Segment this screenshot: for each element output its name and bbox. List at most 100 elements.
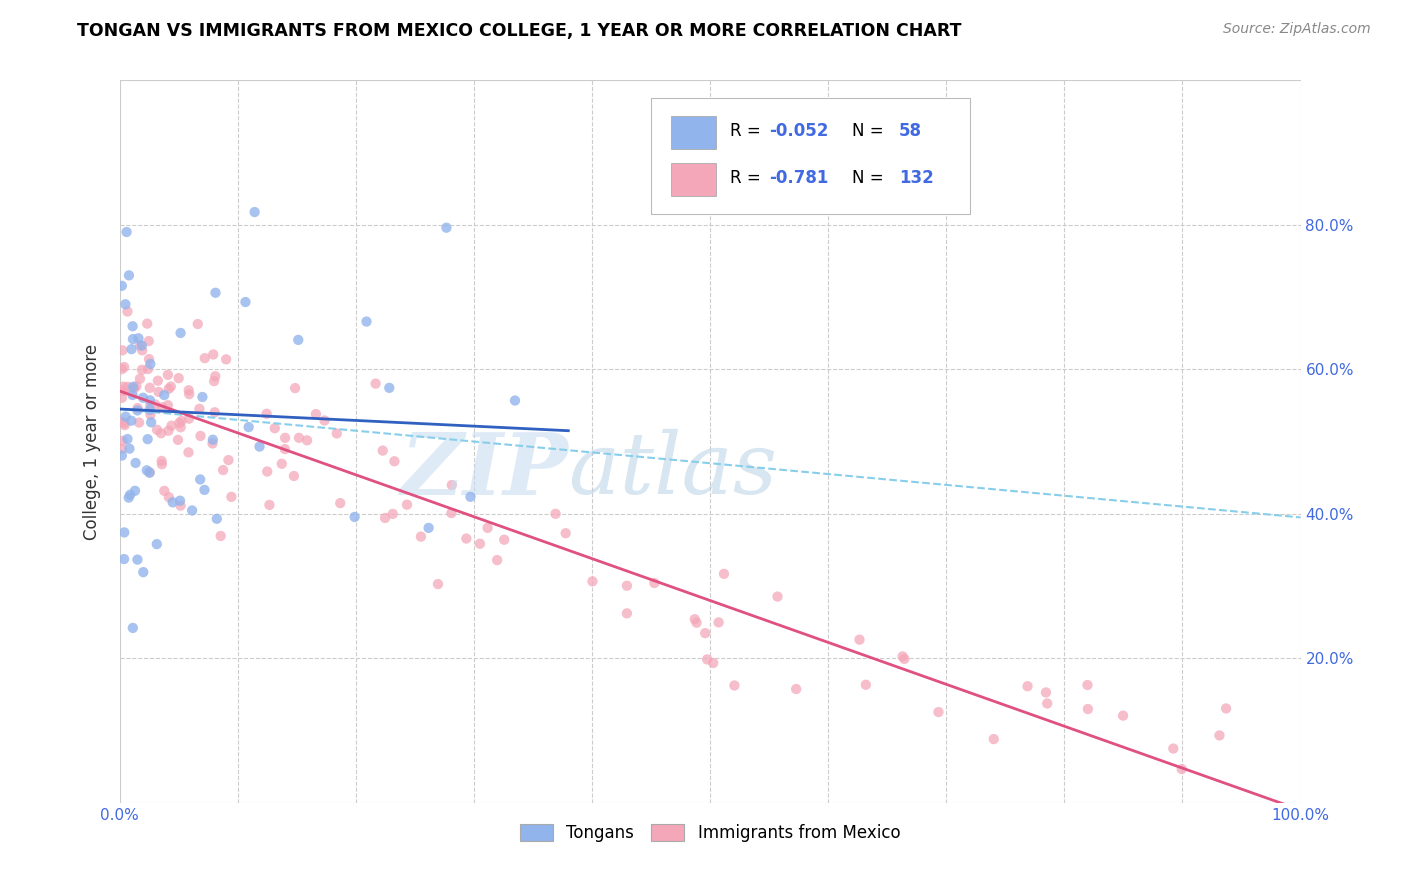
Point [115, 225, 138, 239]
Point [111, 278, 134, 293]
Point [381, 507, 404, 521]
Point [120, 414, 142, 428]
Point [456, 532, 478, 546]
Point [138, 352, 160, 367]
Point [121, 388, 143, 402]
Point [205, 512, 228, 526]
Text: N =: N = [852, 169, 889, 186]
Point [1112, 708, 1135, 723]
Point [179, 387, 201, 401]
Point [374, 511, 396, 525]
Point [157, 382, 180, 396]
Point [122, 382, 145, 396]
Point [124, 456, 146, 470]
Point [114, 297, 136, 311]
Point [287, 333, 309, 347]
Point [326, 426, 349, 441]
Point [494, 533, 516, 547]
Point [187, 317, 209, 331]
Point [891, 649, 914, 664]
Point [238, 420, 260, 434]
Point [131, 338, 153, 352]
Point [170, 420, 193, 434]
Point [111, 449, 134, 463]
Point [114, 418, 136, 433]
Text: atlas: atlas [568, 429, 778, 512]
Point [121, 319, 143, 334]
Point [204, 405, 226, 419]
Point [616, 607, 638, 621]
Point [127, 331, 149, 345]
Point [118, 268, 141, 283]
Point [274, 431, 297, 445]
Point [139, 398, 162, 412]
Point [167, 433, 190, 447]
Point [146, 537, 169, 551]
Point [136, 362, 159, 376]
Point [122, 332, 145, 346]
Point [983, 732, 1005, 747]
Point [111, 384, 134, 398]
Point [117, 304, 139, 318]
Point [177, 445, 200, 459]
Point [112, 359, 135, 374]
Point [209, 529, 232, 543]
Point [643, 576, 665, 591]
Point [409, 530, 432, 544]
Point [855, 678, 877, 692]
Point [112, 379, 135, 393]
Point [138, 466, 160, 480]
Point [131, 363, 153, 377]
Point [169, 499, 191, 513]
Point [243, 205, 266, 219]
Point [696, 652, 718, 666]
Point [169, 416, 191, 430]
Point [139, 393, 162, 408]
Point [160, 418, 183, 433]
Point [139, 402, 162, 417]
Point [150, 458, 173, 472]
Point [193, 483, 215, 497]
Point [177, 411, 200, 425]
Point [785, 681, 807, 696]
Point [477, 521, 499, 535]
Point [371, 443, 394, 458]
Point [283, 469, 305, 483]
Text: -0.781: -0.781 [769, 169, 828, 186]
Point [117, 380, 139, 394]
Point [766, 590, 789, 604]
Text: R =: R = [730, 122, 766, 140]
Point [129, 372, 152, 386]
Point [169, 326, 191, 340]
Point [503, 393, 526, 408]
Point [118, 442, 141, 456]
Point [132, 391, 155, 405]
Point [486, 553, 509, 567]
Point [426, 577, 449, 591]
Point [132, 565, 155, 579]
Point [160, 379, 183, 393]
Point [190, 429, 212, 443]
Point [685, 615, 707, 630]
Point [156, 368, 179, 382]
Point [117, 432, 139, 446]
Point [263, 421, 285, 435]
Bar [671, 116, 716, 149]
Point [122, 380, 145, 394]
Point [128, 416, 150, 430]
Point [170, 414, 193, 428]
Point [136, 432, 159, 446]
FancyBboxPatch shape [651, 98, 970, 214]
Point [616, 579, 638, 593]
Point [136, 317, 159, 331]
Point [138, 334, 160, 348]
Text: ZIP: ZIP [401, 429, 568, 512]
Point [131, 343, 153, 358]
Point [460, 490, 482, 504]
Point [217, 453, 239, 467]
Point [274, 442, 297, 456]
Point [177, 384, 200, 398]
Point [202, 374, 225, 388]
Point [121, 342, 143, 356]
Point [202, 347, 225, 361]
